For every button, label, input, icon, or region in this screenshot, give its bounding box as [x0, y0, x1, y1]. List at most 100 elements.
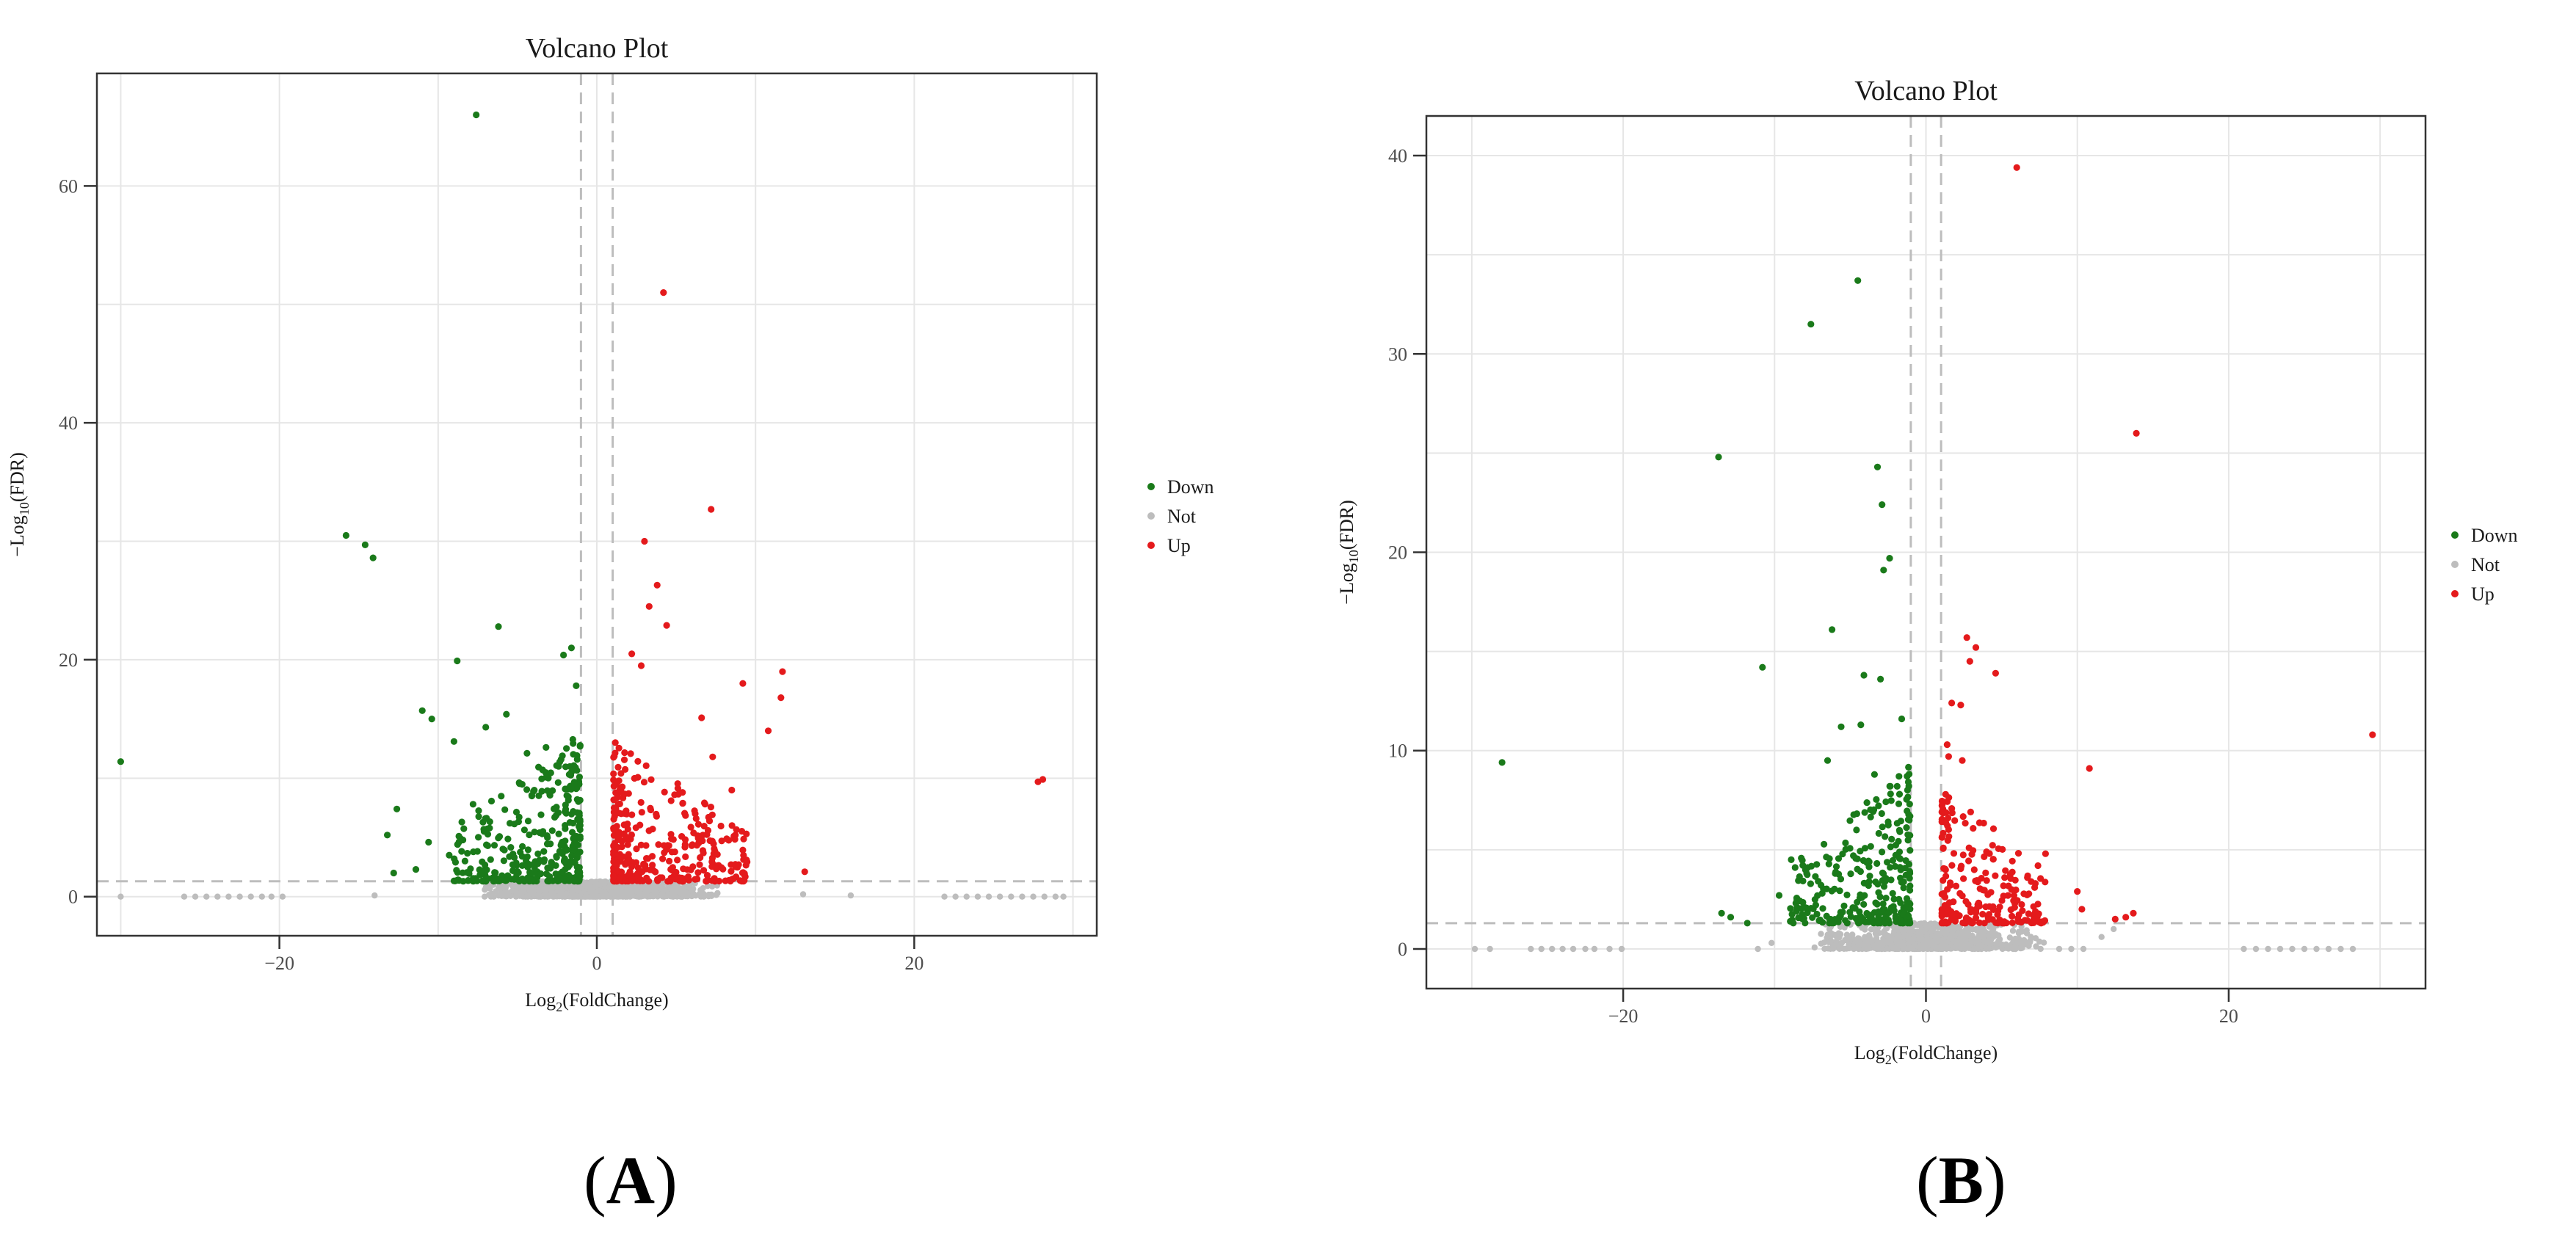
data-point — [1850, 811, 1857, 818]
data-point — [457, 834, 464, 842]
data-point — [460, 825, 468, 832]
data-point — [1879, 848, 1886, 856]
data-point — [1606, 945, 1613, 953]
data-point — [1887, 843, 1894, 851]
data-point — [1815, 917, 1823, 924]
data-point — [1862, 942, 1868, 948]
data-point — [1892, 851, 1899, 859]
data-point — [1967, 808, 1974, 815]
data-point — [2025, 910, 2032, 917]
data-point — [501, 846, 508, 854]
data-point — [941, 893, 948, 900]
data-point — [519, 843, 526, 850]
data-point — [664, 892, 670, 900]
data-point — [1999, 945, 2006, 953]
data-point — [2289, 945, 2296, 953]
data-point — [2027, 937, 2033, 944]
data-point — [616, 800, 623, 807]
data-point — [390, 869, 397, 877]
data-point — [535, 792, 543, 799]
data-point — [544, 834, 551, 841]
data-point — [1871, 771, 1878, 778]
data-point — [637, 662, 645, 669]
data-point — [715, 877, 723, 885]
data-point — [476, 871, 484, 879]
data-point — [2014, 897, 2021, 904]
data-point — [645, 603, 653, 610]
data-point — [1830, 945, 1837, 952]
data-point — [644, 855, 652, 862]
data-point — [694, 869, 702, 876]
data-point — [536, 858, 543, 865]
data-point — [1570, 945, 1577, 953]
data-point — [454, 657, 461, 665]
data-point — [461, 857, 469, 865]
data-point — [549, 884, 556, 892]
data-point — [573, 756, 581, 763]
data-point — [1867, 806, 1874, 813]
x-axis-label-main: Log — [525, 989, 556, 1011]
data-point — [2011, 876, 2019, 884]
data-point — [527, 876, 535, 884]
data-point — [1879, 501, 1886, 509]
data-point — [1905, 940, 1912, 947]
data-point — [733, 826, 740, 833]
data-point — [1948, 916, 1955, 923]
data-point — [1904, 925, 1910, 932]
figure-label-a: (A) — [584, 1143, 678, 1218]
data-point — [617, 885, 624, 892]
data-point — [1818, 931, 1824, 937]
data-point — [2025, 942, 2032, 950]
data-point — [1981, 853, 1988, 860]
data-point — [1931, 933, 1938, 939]
data-point — [2074, 888, 2081, 895]
data-point — [1938, 890, 1945, 898]
data-point — [1906, 771, 1913, 778]
data-point — [570, 762, 578, 769]
data-point — [393, 805, 401, 812]
data-point — [613, 780, 620, 787]
data-point — [464, 850, 471, 857]
data-point — [518, 862, 526, 869]
data-point — [631, 774, 638, 782]
data-point — [670, 836, 677, 843]
data-point — [1895, 895, 1903, 903]
data-point — [2325, 945, 2332, 953]
data-point — [1854, 855, 1861, 862]
data-point — [1866, 873, 1873, 880]
data-point — [2030, 917, 2037, 925]
data-point — [1854, 277, 1862, 284]
data-point — [714, 851, 721, 858]
data-point — [1787, 905, 1794, 912]
data-point — [622, 878, 629, 885]
data-point — [1970, 866, 1978, 873]
data-point — [469, 801, 477, 808]
data-point — [655, 841, 662, 848]
data-point — [690, 891, 697, 898]
data-point — [567, 644, 576, 652]
data-point — [446, 851, 453, 859]
data-point — [1898, 715, 1906, 723]
data-point — [1846, 945, 1852, 952]
data-point — [523, 853, 531, 860]
data-point — [475, 807, 482, 815]
data-point — [1755, 945, 1761, 953]
data-point — [708, 877, 716, 884]
data-point — [708, 854, 716, 862]
data-point — [670, 884, 677, 892]
data-point — [562, 810, 570, 817]
data-point — [612, 739, 619, 746]
legend-marker-not — [1147, 512, 1155, 520]
y-tick-label: 40 — [59, 412, 78, 434]
data-point — [658, 891, 665, 898]
data-point — [2241, 945, 2247, 953]
data-point — [450, 738, 458, 745]
data-point — [520, 888, 527, 895]
legend-marker-up — [1147, 542, 1155, 549]
data-point — [425, 838, 432, 846]
legend-label-down: Down — [2471, 525, 2518, 546]
data-point — [1847, 870, 1854, 878]
data-point — [1873, 463, 1882, 470]
volcano-plot-a: −20 0 20 0 20 40 60 Volcano Plot Log2(FoldChange… — [7, 33, 1214, 1014]
data-point — [636, 821, 644, 829]
